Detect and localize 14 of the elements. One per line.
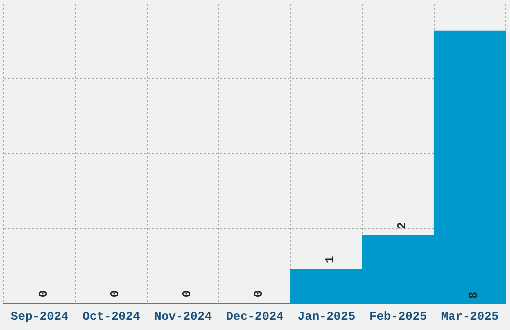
data-label: 2	[395, 222, 410, 230]
data-label: 0	[252, 290, 266, 298]
data-label: 0	[36, 290, 51, 298]
x-tick-label: Jan-2025	[298, 310, 356, 324]
data-label: 8	[467, 292, 482, 300]
x-tick-label: Mar-2025	[441, 310, 499, 324]
x-tick-label: Feb-2025	[370, 310, 428, 324]
x-tick-label: Dec-2024	[226, 310, 284, 324]
x-tick-label: Nov-2024	[154, 310, 212, 324]
x-tick-label: Oct-2024	[82, 310, 140, 324]
data-label: 0	[108, 290, 123, 298]
data-label: 0	[180, 290, 194, 298]
data-label: 1	[324, 256, 338, 264]
x-tick-label: Sep-2024	[11, 310, 69, 324]
